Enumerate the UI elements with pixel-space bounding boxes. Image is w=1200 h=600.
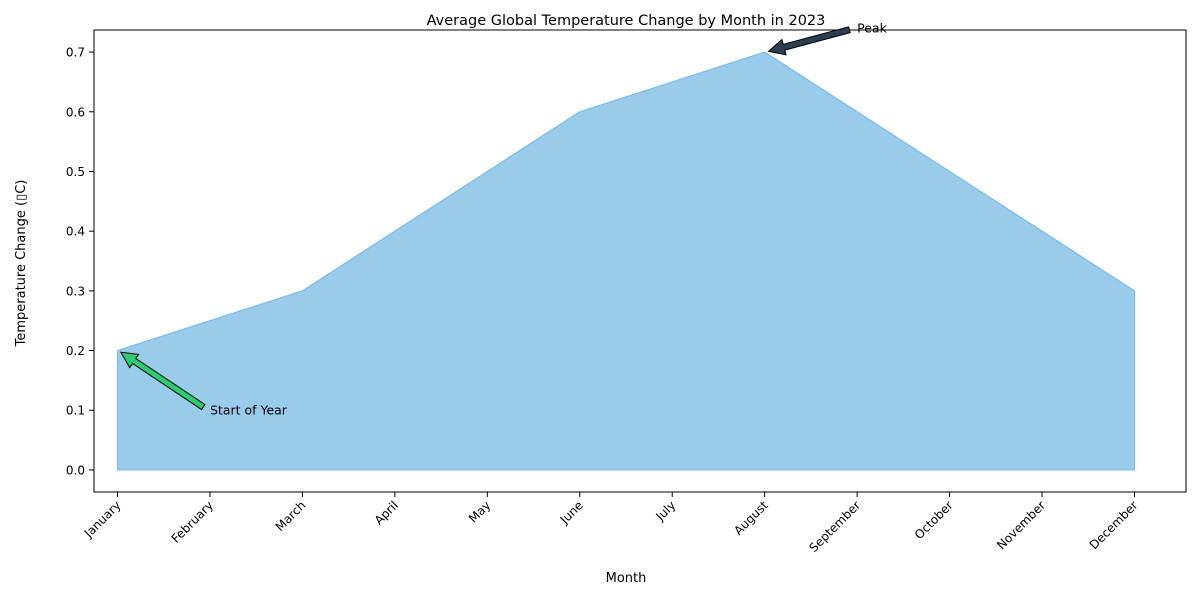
x-axis-label: Month — [606, 571, 647, 586]
y-tick-label: 0.3 — [66, 284, 85, 298]
annotation-arrow-peak — [767, 26, 851, 56]
y-tick-label: 0.4 — [66, 225, 85, 239]
annotations: Peak Start of Year — [119, 21, 888, 418]
chart-title: Average Global Temperature Change by Mon… — [427, 13, 826, 29]
y-axis-ticks: 0.0 0.1 0.2 0.3 0.4 0.5 0.6 0.7 — [66, 46, 94, 477]
y-tick-label: 0.2 — [66, 344, 85, 358]
annotation-label-start-of-year: Start of Year — [210, 403, 288, 418]
plot-area — [116, 51, 1136, 471]
y-tick-label: 0.5 — [66, 165, 85, 179]
area-series — [116, 51, 1136, 471]
y-tick-label: 0.0 — [66, 463, 85, 477]
annotation-label-peak: Peak — [857, 21, 887, 36]
y-tick-label: 0.1 — [66, 404, 85, 418]
axes-frame — [93, 29, 1187, 493]
annotation-arrow-start-of-year — [119, 351, 206, 411]
y-tick-label: 0.7 — [66, 46, 85, 60]
y-axis-label: Temperature Change (▯C) — [14, 180, 29, 348]
y-tick-label: 0.6 — [66, 105, 85, 119]
